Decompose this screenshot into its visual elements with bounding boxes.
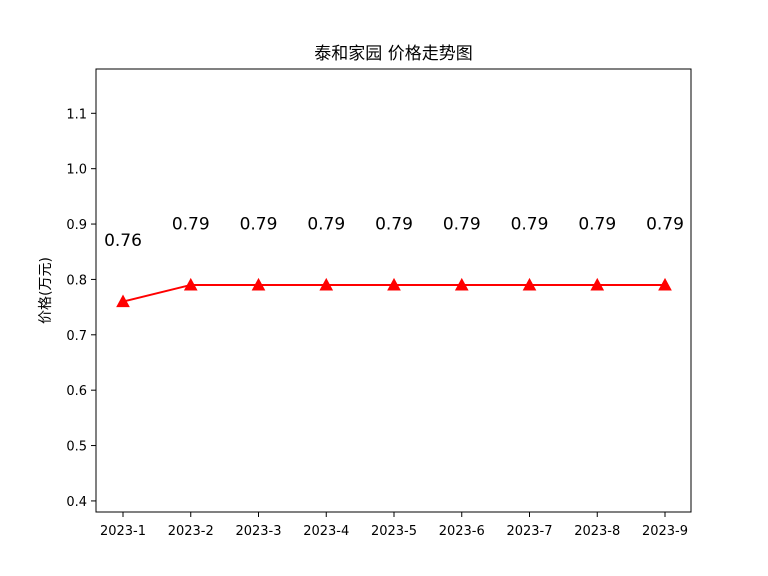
- x-tick-label: 2023-7: [506, 524, 552, 539]
- data-label: 0.79: [375, 215, 413, 235]
- data-point-marker: [183, 277, 198, 291]
- series-layer: [116, 277, 672, 308]
- y-axis-label: 价格(万元): [38, 257, 54, 324]
- data-point-marker: [454, 277, 469, 291]
- data-label: 0.79: [443, 215, 481, 235]
- data-point-marker: [522, 277, 537, 291]
- y-tick-label: 0.5: [66, 440, 87, 455]
- data-label-layer: 0.76 0.79 0.79 0.79 0.79 0.79 0.79 0.79 0.79: [104, 215, 684, 252]
- x-tick-label: 2023-3: [235, 524, 281, 539]
- plot-area: [95, 68, 692, 513]
- data-label: 0.76: [104, 231, 142, 251]
- data-label: 0.79: [646, 215, 684, 235]
- y-axis-ticks: 0.4 0.5 0.6 0.7 0.8 0.9 1.0 1.1: [66, 107, 96, 510]
- data-label: 0.79: [240, 215, 278, 235]
- data-point-marker: [387, 277, 401, 291]
- x-tick-label: 2023-1: [100, 524, 146, 539]
- data-point-marker: [658, 277, 672, 291]
- data-point-marker: [590, 277, 605, 291]
- x-tick-label: 2023-6: [439, 524, 485, 539]
- data-point-marker: [251, 277, 266, 291]
- data-point-marker: [116, 294, 130, 308]
- data-label: 0.79: [578, 215, 616, 235]
- data-point-marker: [319, 277, 334, 291]
- data-label: 0.79: [307, 215, 345, 235]
- x-tick-label: 2023-5: [371, 524, 417, 539]
- y-tick-label: 0.9: [66, 218, 87, 233]
- y-tick-label: 1.0: [66, 163, 87, 178]
- y-tick-label: 1.1: [66, 107, 87, 122]
- y-tick-label: 0.7: [66, 329, 87, 344]
- y-tick-label: 0.8: [66, 273, 87, 288]
- x-tick-label: 2023-2: [168, 524, 214, 539]
- y-tick-label: 0.6: [66, 384, 87, 399]
- x-tick-label: 2023-9: [642, 524, 688, 539]
- chart-title: 泰和家园 价格走势图: [314, 44, 472, 64]
- y-tick-label: 0.4: [66, 495, 87, 510]
- x-tick-label: 2023-4: [303, 524, 349, 539]
- data-label: 0.79: [511, 215, 549, 235]
- x-tick-label: 2023-8: [574, 524, 620, 539]
- data-label: 0.79: [172, 215, 210, 235]
- x-axis-ticks: 2023-1 2023-2 2023-3 2023-4 2023-5 2023-6 2023…: [100, 512, 688, 539]
